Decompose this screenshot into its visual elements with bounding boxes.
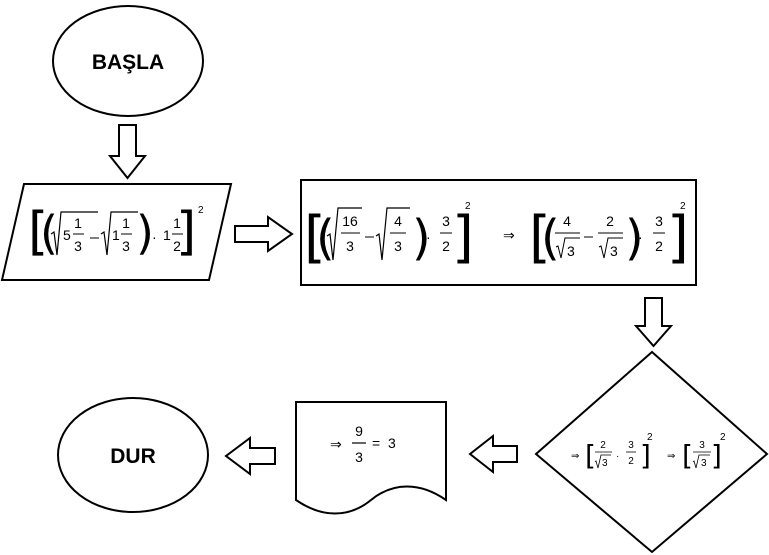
input-step: [ ] 2 ( ) 5 1 3 1 1 3 · 1 1 2 [0,183,233,281]
start-node: BAŞLA [52,5,204,117]
result-value: 3 [388,435,396,451]
paren-left: ( [40,206,58,260]
sqrt-symbol-1 [326,207,362,261]
frac-den: 3 [355,449,363,465]
arrow-down-1 [107,124,148,180]
arrow-right-1 [234,215,294,253]
bracket-right: ] [711,439,722,472]
output-step: ⇒ 9 3 = 3 [295,401,447,515]
sqrt-symbol-2 [100,211,138,256]
dot-operator: · [616,451,619,462]
implies-arrow: ⇒ [667,451,675,462]
bracket-right: ] [667,205,689,270]
bracket-left: [ [28,202,48,262]
dot-operator: · [152,229,157,245]
frac-e-num: 2 [606,213,614,229]
frac-b-num: 4 [394,213,402,229]
frac-3-num: 1 [173,215,181,231]
exponent: 2 [647,432,653,443]
frac-num: 9 [355,423,363,439]
bracket-right: ] [640,439,651,472]
frac-3-den: 2 [173,238,181,254]
bracket-left: [ [682,439,693,472]
decision-step: ⇒ [ ] 2 2 3 · 3 2 ⇒ [ ] 2 3 3 [534,350,769,554]
arrow-down-2 [633,297,674,348]
dot-operator: · [426,229,431,245]
frac-c-num: 3 [442,213,450,229]
stop-node: DUR [57,397,209,513]
sqrt-symbol-1 [50,211,98,256]
exponent: 2 [465,201,471,212]
paren-right: ) [412,210,431,266]
sqrt-symbol [598,237,623,259]
bracket-left: [ [585,439,596,472]
bracket-right: ] [452,205,474,270]
exponent: 2 [198,205,204,216]
paren-left: ( [316,210,335,266]
whole-3: 1 [163,227,171,243]
frac-d-num: 4 [563,213,571,229]
bracket-right: ] [176,202,196,262]
implies-arrow: ⇒ [330,436,342,452]
frac-f-den: 2 [655,238,663,254]
sqrt-symbol [555,237,580,259]
frac-d-den: 3 [567,243,575,259]
frac-1-num: 1 [74,215,82,231]
frac-2-num: 1 [122,215,130,231]
arrow-left-2 [224,436,276,476]
frac-b-num: 3 [628,440,634,451]
frac-c-den: 2 [442,238,450,254]
frac-f-num: 3 [655,213,663,229]
sqrt-symbol-2 [375,207,410,261]
frac-1-den: 3 [74,238,82,254]
frac-c-den: 3 [701,458,707,469]
frac-c-num: 3 [699,440,705,451]
frac-a-den: 3 [602,458,608,469]
start-label: BAŞLA [92,51,164,74]
whole-1: 5 [63,227,71,243]
bracket-left: [ [529,205,551,270]
arrow-left-1 [468,433,518,475]
exponent: 2 [720,432,726,443]
equals-sign: = [372,435,380,451]
sqrt-symbol [594,454,611,469]
paren-right: ) [625,210,644,266]
exponent: 2 [680,201,686,212]
bracket-left: [ [304,205,326,270]
frac-a-den: 3 [346,238,354,254]
frac-a-num: 2 [600,440,606,451]
whole-2: 1 [112,227,120,243]
stop-label: DUR [110,445,156,468]
frac-2-den: 3 [122,238,130,254]
paren-left: ( [541,210,560,266]
frac-e-den: 3 [610,243,618,259]
process-step: [ ] 2 ( ) 16 3 4 3 · 3 2 ⇒ [ ] 2 ( ) 4 3… [300,179,697,286]
frac-b-den: 2 [628,456,634,467]
implies-arrow: ⇒ [571,451,579,462]
frac-a-num: 16 [342,213,358,229]
frac-b-den: 3 [394,238,402,254]
implies-arrow: ⇒ [503,227,515,243]
dot-operator: · [638,229,643,245]
paren-right: ) [136,206,154,260]
sqrt-symbol [692,454,710,469]
